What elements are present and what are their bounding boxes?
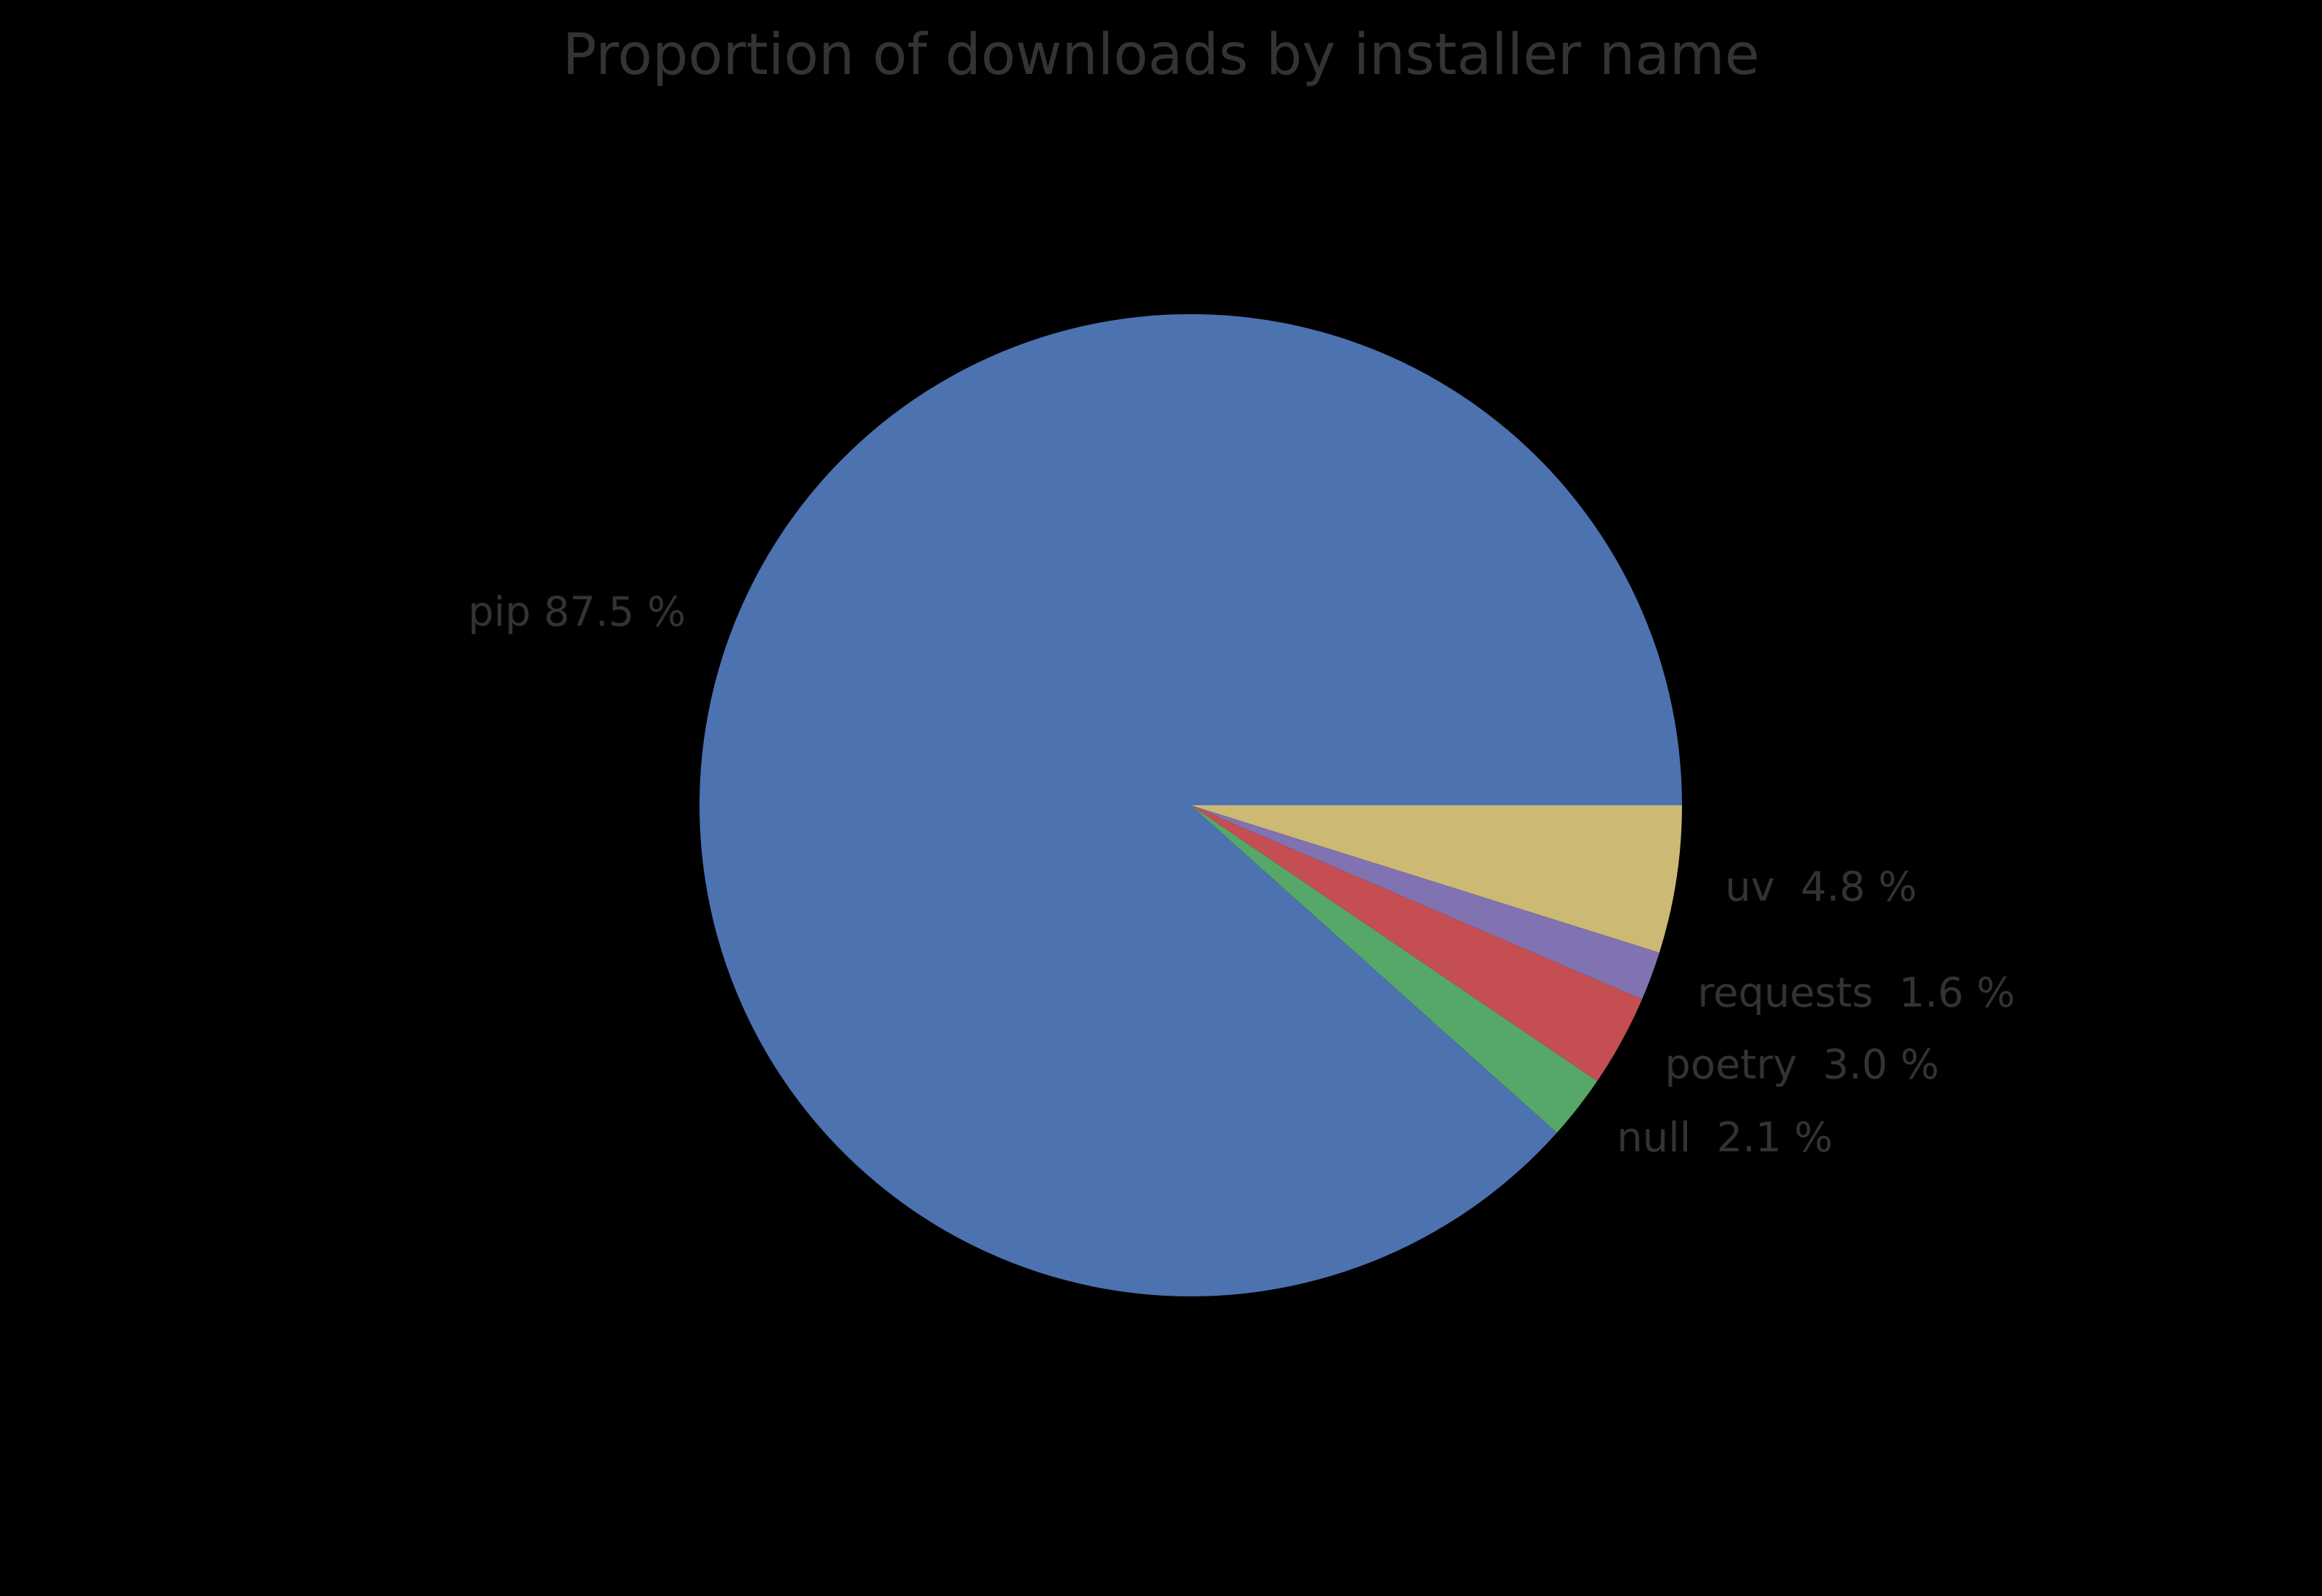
pie-slice-label-pip: pip 87.5 % [468, 589, 686, 636]
pie-slice-requests [1191, 805, 1660, 1000]
pie-slice-labels: uv 4.8 % requests 1.6 % poetry 3.0 % null 2… [468, 589, 2015, 1162]
pie-wedges [700, 313, 1683, 1296]
pie-slice-label-requests: requests 1.6 % [1697, 970, 2015, 1017]
pie-slice-poetry [1191, 805, 1642, 1082]
pie-slice-label-uv: uv 4.8 % [1725, 864, 1916, 911]
pie-slice-label-null: null 2.1 % [1617, 1114, 1833, 1161]
pie-slice-null [1191, 805, 1598, 1133]
pie-slice-label-poetry: poetry 3.0 % [1665, 1042, 1939, 1089]
pie-slice-pip [700, 313, 1683, 1296]
pie-slice-uv [1191, 805, 1682, 953]
chart-title: Proportion of downloads by installer nam… [562, 22, 1760, 88]
